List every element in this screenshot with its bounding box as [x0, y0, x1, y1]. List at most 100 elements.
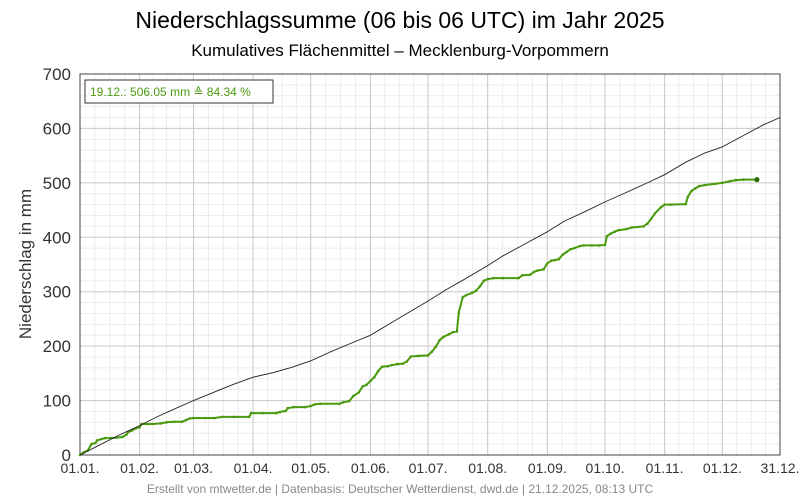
data-point: [482, 279, 486, 283]
data-point: [686, 195, 689, 199]
data-point: [582, 244, 586, 247]
data-point: [376, 369, 380, 373]
annotation-box: [84, 79, 274, 104]
data-point: [451, 330, 455, 334]
data-point: [597, 244, 601, 247]
y-axis-ticks: 0 100 200 300 400 500 600 700: [43, 65, 71, 465]
plot-area: [80, 74, 780, 455]
data-point: [151, 422, 155, 426]
data-point: [713, 182, 716, 186]
data-point: [278, 410, 282, 414]
x-tick-label: 01.10.: [586, 460, 625, 476]
data-point: [309, 404, 313, 408]
data-point: [351, 394, 355, 398]
chart-subtitle: Kumulatives Flächenmittel – Mecklenburg-…: [191, 41, 609, 60]
data-point: [274, 411, 278, 415]
x-tick-label: 01.05.: [291, 460, 330, 476]
data-point: [159, 422, 163, 425]
x-tick-label: 01.11.: [646, 460, 684, 476]
data-point: [528, 273, 532, 277]
data-point: [380, 365, 384, 369]
footer-credits: Erstellt von mtwetter.de | Datenbasis: D…: [147, 482, 654, 496]
chart-title: Niederschlagssumme (06 bis 06 UTC) im Ja…: [135, 7, 664, 33]
x-tick-label: 31.12.: [761, 460, 800, 476]
data-point: [694, 187, 697, 190]
data-point: [442, 335, 445, 339]
data-point: [213, 416, 216, 420]
data-point: [401, 362, 405, 365]
data-point: [642, 225, 645, 228]
data-point: [646, 222, 649, 225]
data-point: [203, 416, 207, 420]
data-point: [492, 276, 495, 280]
y-axis-label: Niederschlag in mm: [16, 189, 35, 339]
data-point: [347, 399, 351, 403]
data-point: [319, 402, 322, 406]
data-point: [659, 206, 663, 209]
data-point: [434, 345, 438, 349]
data-point: [684, 202, 688, 206]
data-point: [474, 289, 478, 292]
data-point: [609, 232, 613, 235]
data-point: [605, 234, 609, 238]
x-tick-label: 01.04.: [234, 460, 273, 476]
data-point: [734, 178, 738, 182]
y-tick-label: 700: [43, 65, 71, 84]
data-point: [342, 400, 345, 404]
data-point: [390, 363, 393, 367]
data-point: [284, 409, 288, 413]
x-tick-label: 01.01.: [61, 460, 100, 476]
data-point: [590, 244, 593, 247]
data-point: [721, 181, 724, 185]
data-point: [249, 411, 253, 415]
data-point: [447, 332, 451, 336]
data-point: [99, 437, 103, 441]
data-point: [396, 362, 399, 366]
data-point: [521, 274, 524, 277]
data-point: [438, 338, 441, 342]
data-point: [486, 277, 490, 281]
data-point: [553, 258, 557, 262]
value-annotation: 19.12.: 506.05 mm ≙ 84.34 %: [84, 79, 274, 104]
plot-frame: [79, 73, 781, 456]
y-tick-label: 600: [43, 119, 71, 138]
data-point: [501, 276, 505, 280]
data-point: [742, 178, 745, 181]
data-point: [221, 415, 224, 419]
data-point: [649, 217, 653, 221]
data-point: [369, 379, 372, 383]
data-point: [426, 354, 430, 357]
data-point: [405, 360, 409, 363]
data-point: [365, 383, 368, 387]
data-point: [184, 418, 188, 422]
data-point: [409, 355, 413, 358]
data-point: [357, 391, 361, 394]
data-point: [517, 276, 520, 280]
y-tick-label: 500: [43, 174, 71, 193]
data-point: [103, 436, 107, 440]
data-point: [430, 350, 434, 353]
reference-line: [79, 117, 781, 456]
grid-major: [80, 74, 780, 455]
data-point: [728, 179, 732, 183]
data-point: [536, 269, 539, 272]
data-point: [361, 385, 365, 388]
data-point: [603, 243, 607, 247]
grid-minor: [80, 74, 780, 455]
x-tick-label: 01.08.: [468, 460, 507, 476]
data-point: [465, 293, 468, 297]
data-point: [457, 311, 461, 314]
y-tick-label: 100: [43, 392, 71, 411]
data-point: [247, 415, 251, 419]
data-point: [703, 183, 707, 187]
data-point: [578, 244, 582, 248]
y-tick-label: 0: [62, 446, 71, 465]
data-point: [478, 285, 482, 288]
data-point: [565, 250, 568, 254]
annotation-text: 19.12.: 506.05 mm ≙ 84.34 %: [90, 85, 251, 99]
data-point: [121, 435, 124, 439]
data-point: [96, 439, 99, 442]
y-tick-label: 300: [43, 283, 71, 302]
data-point: [557, 257, 561, 261]
data-point: [386, 365, 390, 368]
